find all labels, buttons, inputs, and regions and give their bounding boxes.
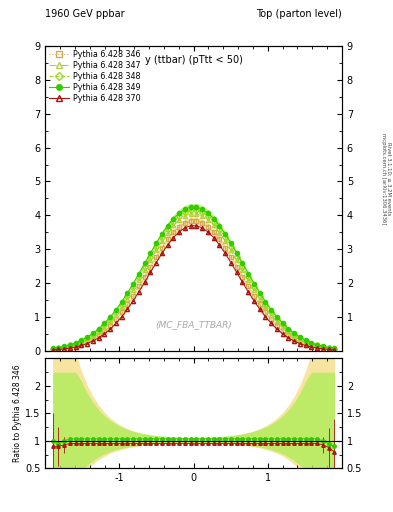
Text: mcplots.cern.ch [arXiv:1306.3436]: mcplots.cern.ch [arXiv:1306.3436]: [381, 134, 386, 225]
Text: 1960 GeV ppbar: 1960 GeV ppbar: [45, 9, 125, 19]
Text: (MC_FBA_TTBAR): (MC_FBA_TTBAR): [155, 321, 232, 329]
Text: y (ttbar) (pTtt < 50): y (ttbar) (pTtt < 50): [145, 55, 242, 65]
Text: Top (parton level): Top (parton level): [256, 9, 342, 19]
Text: Rivet 3.1.10; ≥ 3.2M events: Rivet 3.1.10; ≥ 3.2M events: [386, 142, 391, 216]
Legend: Pythia 6.428 346, Pythia 6.428 347, Pythia 6.428 348, Pythia 6.428 349, Pythia 6: Pythia 6.428 346, Pythia 6.428 347, Pyth…: [48, 49, 143, 105]
Y-axis label: Ratio to Pythia 6.428 346: Ratio to Pythia 6.428 346: [13, 365, 22, 462]
